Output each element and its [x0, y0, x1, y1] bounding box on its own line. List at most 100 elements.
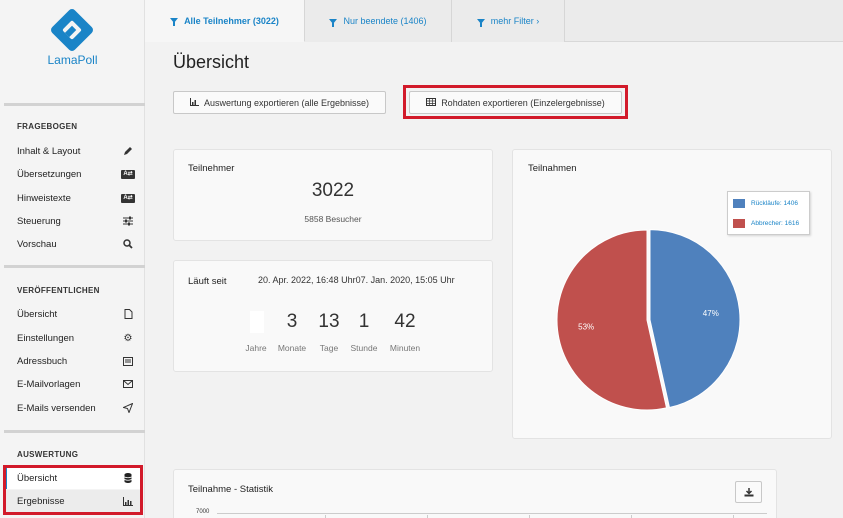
tab-label: Nur beendete (1406)	[343, 16, 427, 26]
document-icon	[122, 308, 134, 320]
filter-tabs: Alle Teilnehmer (3022) Nur beendete (140…	[145, 0, 843, 42]
sidebar-item-e-mails-versenden[interactable]: E-Mails versenden	[4, 397, 142, 419]
pie-slice-label: 47%	[703, 309, 719, 318]
sidebar-item-ergebnisse[interactable]: Ergebnisse	[4, 490, 142, 512]
legend-item-abbrecher[interactable]: Abbrecher: 1616	[733, 219, 799, 228]
export-all-button[interactable]: Auswertung exportieren (alle Ergebnisse)	[173, 91, 386, 114]
pie-legend: Rückläufe: 1406 Abbrecher: 1616	[727, 191, 810, 235]
download-icon	[744, 485, 754, 500]
logo[interactable]: LamaPoll	[0, 0, 145, 100]
runtime-panel	[173, 260, 493, 372]
tab-alle-teilnehmer[interactable]: Alle Teilnehmer (3022)	[145, 0, 305, 42]
tab-nur-beendete[interactable]: Nur beendete (1406)	[305, 0, 452, 42]
legend-label: Abbrecher: 1616	[751, 220, 800, 227]
tab-label: Alle Teilnehmer (3022)	[184, 15, 279, 26]
export-raw-button[interactable]: Rohdaten exportieren (Einzelergebnisse)	[409, 91, 622, 114]
countdown-months-label: Monate	[277, 343, 307, 353]
database-icon	[122, 472, 134, 484]
translate-icon: A⇄	[121, 169, 135, 179]
chart-gridline	[217, 513, 767, 514]
chart-gridline	[733, 515, 734, 518]
legend-label: Rückläufe: 1406	[751, 200, 798, 207]
sidebar-item-inhalt-layout[interactable]: Inhalt & Layout	[4, 140, 142, 162]
sidebar-item-label: Übersicht	[17, 472, 58, 484]
countdown-minutes-value: 42	[394, 311, 416, 332]
chart-gridline	[427, 515, 428, 518]
divider	[4, 430, 145, 433]
section-heading-fragebogen: FRAGEBOGEN	[17, 122, 78, 131]
paper-plane-icon	[122, 402, 134, 414]
highlight-box-sidebar	[3, 465, 143, 515]
chart-gridline	[631, 515, 632, 518]
divider	[4, 265, 145, 268]
sidebar-item-label: Vorschau	[17, 238, 57, 250]
bar-chart-icon	[189, 97, 199, 108]
countdown-hours-label: Stunde	[350, 343, 378, 353]
sidebar-item-vorschau[interactable]: Vorschau	[4, 233, 142, 255]
sidebar-item-label: Übersicht	[17, 308, 58, 320]
envelope-icon	[122, 378, 134, 390]
participation-pie-chart: 47% 53%	[556, 229, 741, 411]
pencil-icon	[122, 145, 134, 157]
lamapoll-logo-icon	[51, 9, 93, 51]
sidebar-item-uebersetzungen[interactable]: Übersetzungen A⇄	[4, 163, 142, 185]
sidebar-item-label: Adressbuch	[17, 355, 68, 367]
filter-icon	[170, 18, 179, 26]
export-all-label: Auswertung exportieren (alle Ergebnisse)	[203, 97, 370, 108]
translate-icon: A⇄	[121, 193, 135, 203]
chart-gridline	[529, 515, 530, 518]
search-icon	[122, 238, 134, 250]
table-icon	[426, 97, 437, 108]
sidebar-item-label: Hinweistexte	[17, 192, 71, 204]
tab-mehr-filter[interactable]: mehr Filter ›	[452, 0, 565, 42]
sidebar-item-label: Steuerung	[17, 215, 61, 227]
pie-panel-title: Teilnahmen	[528, 163, 577, 174]
pie-slice[interactable]	[556, 229, 668, 411]
bar-chart-icon	[122, 495, 134, 507]
legend-swatch	[733, 199, 745, 208]
countdown-months-value: 3	[286, 311, 298, 332]
pie-slice[interactable]	[649, 229, 741, 409]
section-heading-veroeffentlichen: VERÖFFENTLICHEN	[17, 286, 100, 295]
address-book-icon	[122, 355, 134, 367]
statistics-title: Teilnahme - Statistik	[188, 484, 274, 495]
visitors-count: 5858 Besucher	[304, 214, 362, 224]
sidebar-item-label: E-Mailvorlagen	[17, 378, 81, 390]
participants-panel	[173, 149, 493, 241]
sidebar-item-steuerung[interactable]: Steuerung	[4, 210, 142, 232]
sidebar-item-label: Inhalt & Layout	[17, 145, 81, 157]
chart-gridline	[325, 515, 326, 518]
sidebar-item-label: Ergebnisse	[17, 495, 65, 507]
sidebar-item-adressbuch[interactable]: Adressbuch	[4, 350, 142, 372]
countdown-days-value: 13	[318, 311, 340, 332]
export-raw-label: Rohdaten exportieren (Einzelergebnisse)	[441, 97, 605, 108]
sidebar-item-label: Einstellungen	[17, 332, 75, 344]
participants-title: Teilnehmer	[188, 163, 235, 174]
participants-count: 3022	[311, 180, 355, 201]
gear-icon: ⚙	[123, 332, 133, 344]
countdown-days-label: Tage	[319, 343, 339, 353]
filter-icon	[329, 18, 338, 27]
legend-item-rueckläufe[interactable]: Rückläufe: 1406	[733, 199, 798, 208]
sidebar-item-uebersicht-publish[interactable]: Übersicht	[4, 303, 142, 325]
sidebar-item-e-mailvorlagen[interactable]: E-Mailvorlagen	[4, 373, 142, 395]
sidebar-item-einstellungen[interactable]: Einstellungen ⚙	[4, 327, 142, 349]
sliders-icon	[122, 215, 134, 227]
legend-swatch	[733, 219, 745, 228]
statistics-panel	[173, 469, 777, 518]
y-axis-top-label: 7000	[196, 509, 210, 515]
pie-slice-label: 53%	[578, 323, 594, 332]
section-heading-auswertung: AUSWERTUNG	[17, 450, 79, 459]
download-button[interactable]	[735, 481, 762, 503]
runtime-dates: 20. Apr. 2022, 16:48 Uhr07. Jan. 2020, 1…	[258, 275, 455, 285]
sidebar-item-hinweistexte[interactable]: Hinweistexte A⇄	[4, 187, 142, 209]
highlight-box-export-raw	[403, 85, 628, 119]
countdown-years-label: Jahre	[245, 343, 267, 353]
sidebar-item-label: E-Mails versenden	[17, 402, 96, 414]
filter-icon	[476, 18, 485, 27]
logo-text: LamaPoll	[47, 53, 98, 67]
divider	[4, 103, 145, 106]
tab-label: mehr Filter ›	[490, 16, 540, 26]
runtime-title: Läuft seit	[188, 276, 227, 287]
sidebar: LamaPoll FRAGEBOGEN Inhalt & Layout Über…	[0, 0, 145, 518]
